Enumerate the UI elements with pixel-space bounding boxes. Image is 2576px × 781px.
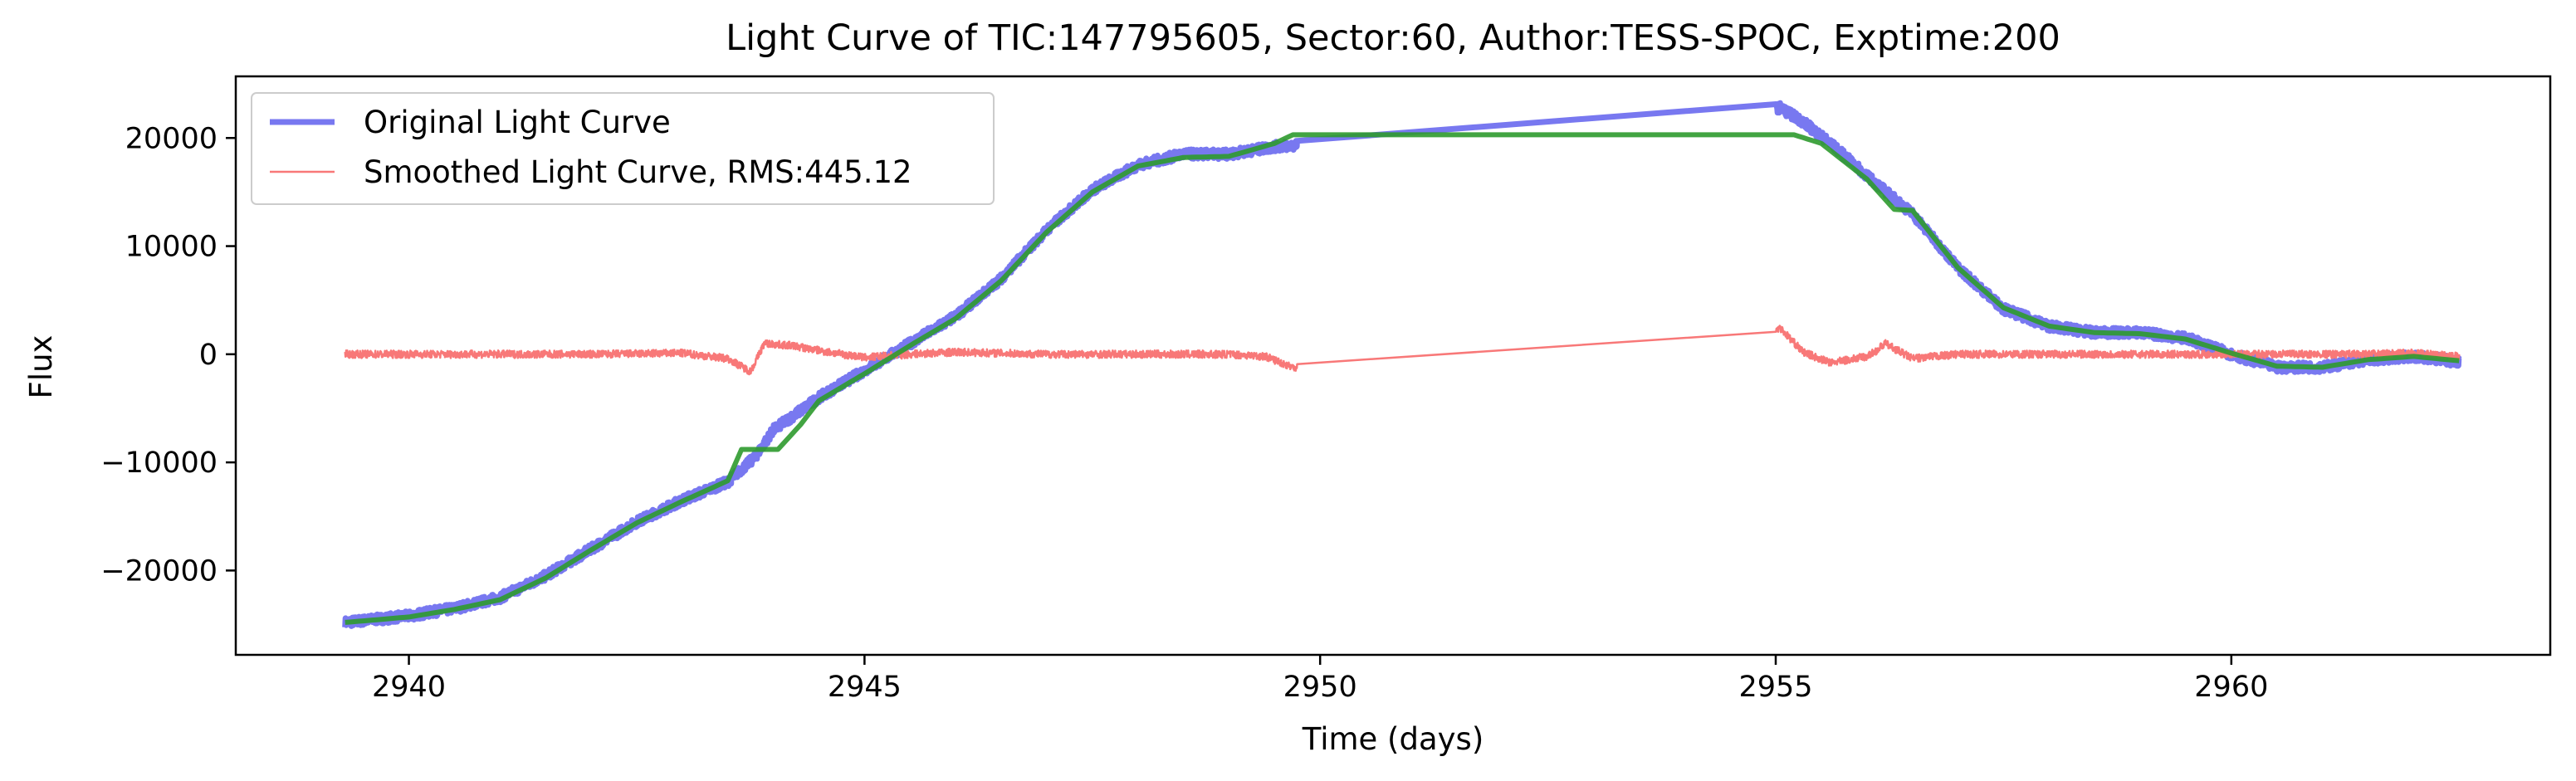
- x-axis-label: Time (days): [1302, 721, 1484, 757]
- legend-box: [251, 92, 995, 205]
- legend-label-smoothed: Smoothed Light Curve, RMS:445.12: [364, 154, 912, 190]
- x-tick-label: 2940: [372, 671, 446, 704]
- legend: Original Light Curve Smoothed Light Curv…: [251, 92, 995, 205]
- y-tick-label: 10000: [125, 231, 218, 264]
- y-tick-label: −20000: [100, 554, 218, 588]
- series-line-1: [345, 132, 2460, 625]
- y-tick-label: 0: [199, 339, 218, 372]
- chart-title: Light Curve of TIC:147795605, Sector:60,…: [726, 17, 2060, 59]
- x-tick-label: 2955: [1738, 671, 1812, 704]
- plot-frame: [234, 75, 2552, 657]
- y-tick-label: −10000: [100, 447, 218, 480]
- legend-label-original: Original Light Curve: [364, 105, 671, 140]
- x-tick-label: 2960: [2194, 671, 2268, 704]
- y-axis-label: Flux: [23, 335, 59, 399]
- axis-ticks: 2940 2945 2950 2955 2960 −20000 −10000 0 10000 20…: [100, 122, 2268, 704]
- series-line-2: [344, 325, 2461, 376]
- x-tick-label: 2950: [1283, 671, 1357, 704]
- series-layer: [342, 100, 2462, 629]
- y-tick-label: 20000: [125, 122, 218, 155]
- x-tick-label: 2945: [828, 671, 902, 704]
